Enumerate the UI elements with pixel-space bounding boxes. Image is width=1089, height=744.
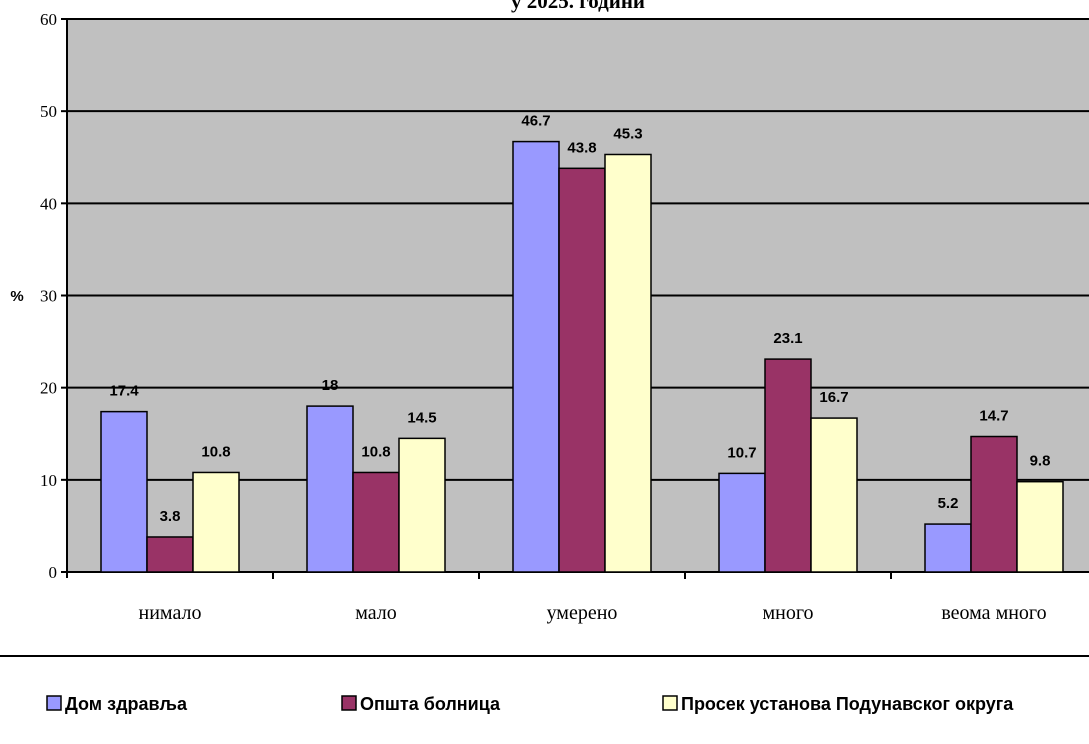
bar [352, 471, 400, 573]
data-label: 5.2 [938, 495, 959, 512]
bar [970, 435, 1018, 573]
y-axis-label: % [10, 288, 23, 305]
y-tick-label: 0 [49, 563, 58, 582]
bar [306, 405, 354, 573]
x-category-label: умерено [547, 602, 618, 624]
data-label: 17.4 [109, 383, 139, 400]
x-category-label: веома много [941, 602, 1046, 624]
data-label: 46.7 [521, 113, 550, 130]
data-label: 10.8 [201, 443, 230, 460]
legend-swatch [46, 695, 62, 711]
bar [1016, 480, 1064, 573]
legend-swatch [341, 695, 357, 711]
bar [192, 471, 240, 573]
y-tick-label: 40 [40, 194, 57, 213]
y-tick-label: 30 [40, 287, 57, 306]
x-category-label: нимало [139, 602, 202, 624]
data-label: 10.7 [727, 444, 756, 461]
y-tick-label: 60 [40, 10, 57, 29]
y-tick-label: 20 [40, 379, 57, 398]
legend-swatch [662, 695, 678, 711]
data-label: 16.7 [819, 389, 848, 406]
bar [718, 472, 766, 573]
y-tick-label: 10 [40, 471, 57, 490]
plot-area: 0 10 20 30 40 50 60 17.4 3.8 10.8 нимало 18 10.8 14.5… [40, 10, 1089, 624]
data-label: 18 [322, 377, 339, 394]
bar [810, 417, 858, 573]
data-label: 43.8 [567, 139, 596, 156]
bar [764, 358, 812, 573]
bar [100, 410, 148, 573]
bar [398, 437, 446, 573]
legend: Дом здравља Општа болница Просек установа … [0, 655, 1089, 714]
bar [924, 523, 972, 573]
x-category-label: много [762, 602, 813, 624]
data-label: 23.1 [773, 330, 802, 347]
data-label: 14.5 [407, 409, 436, 426]
x-category-label: мало [355, 602, 397, 624]
data-label: 10.8 [361, 443, 390, 460]
data-label: 45.3 [613, 125, 642, 142]
bar [558, 167, 606, 573]
data-label: 9.8 [1030, 453, 1051, 470]
data-label: 14.7 [979, 408, 1008, 425]
y-tick-label: 50 [40, 102, 57, 121]
legend-label: Општа болница [360, 694, 501, 714]
data-label: 3.8 [160, 508, 181, 525]
chart-title: у 2025. години [511, 0, 645, 13]
legend-label: Просек установа Подунавског округа [681, 694, 1014, 714]
bar [604, 153, 652, 573]
bar [146, 536, 194, 573]
legend-label: Дом здравља [65, 694, 188, 714]
bar [512, 140, 560, 573]
